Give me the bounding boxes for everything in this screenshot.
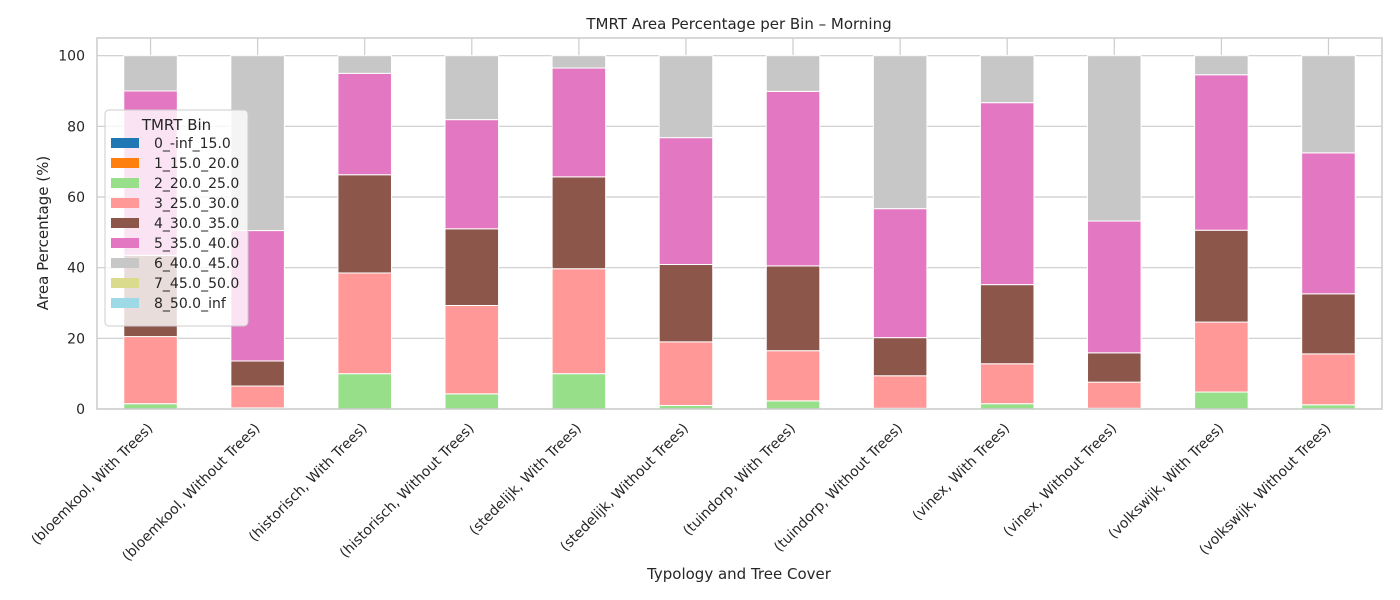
bar-segment — [551, 176, 607, 270]
legend-swatch — [111, 298, 139, 308]
bar-segment — [1194, 229, 1249, 323]
bar-segment — [230, 385, 285, 409]
y-axis-title: Area Percentage (%) — [34, 156, 52, 310]
bar-segment — [444, 119, 500, 230]
bar-segment — [1194, 321, 1249, 393]
legend-entry: 6_40.0_45.0 — [154, 256, 239, 272]
bar-segment — [230, 360, 285, 387]
bar-segment — [872, 337, 928, 377]
bar-segment — [765, 350, 821, 402]
bar-segment — [1194, 55, 1249, 76]
bar-segment — [765, 400, 821, 410]
bar-segment — [872, 375, 928, 409]
bar-segment — [658, 341, 714, 406]
legend-box — [104, 109, 249, 327]
bar-segment — [1087, 352, 1142, 383]
legend-swatch — [111, 218, 139, 228]
y-tick-label: 40 — [67, 261, 85, 277]
bar-segment — [872, 55, 928, 210]
bar-segment — [1087, 220, 1142, 354]
bar-segment — [337, 72, 392, 176]
legend-entry: 8_50.0_inf — [154, 296, 227, 312]
bar-segment — [765, 90, 821, 267]
bar-segment — [658, 55, 714, 139]
legend-swatch — [111, 278, 139, 288]
legend-swatch — [111, 178, 139, 188]
legend-swatch — [111, 198, 139, 208]
bar-segment — [123, 403, 178, 410]
y-tick-label: 0 — [76, 402, 85, 418]
bar-segment — [337, 174, 392, 274]
legend-entry: 5_35.0_40.0 — [154, 236, 239, 252]
legend-swatch — [111, 238, 139, 248]
bar-segment — [551, 373, 607, 410]
legend-entry: 7_45.0_50.0 — [154, 276, 239, 292]
bar-segment — [551, 55, 607, 69]
bar-segment — [1087, 381, 1142, 409]
bar-segment — [123, 336, 178, 405]
bar-segment — [337, 373, 392, 410]
bar-segment — [1301, 152, 1356, 295]
legend-entry: 4_30.0_35.0 — [154, 216, 239, 232]
bar-segment — [123, 55, 178, 92]
bar-segment — [872, 208, 928, 339]
legend-entry: 3_25.0_30.0 — [154, 196, 239, 212]
bar-segment — [979, 55, 1035, 104]
bar-segment — [979, 363, 1035, 405]
legend-title: TMRT Bin — [141, 116, 211, 134]
legend-swatch — [111, 138, 139, 148]
legend-swatch — [111, 158, 139, 168]
chart-title: TMRT Area Percentage per Bin – Morning — [585, 15, 891, 33]
y-tick-label: 100 — [58, 49, 85, 65]
bar-segment — [551, 67, 607, 178]
bar-segment — [444, 393, 500, 410]
bar-segment — [765, 55, 821, 92]
y-tick-label: 80 — [67, 119, 85, 135]
legend-entry: 0_-inf_15.0 — [154, 136, 231, 152]
plot-background — [97, 38, 1382, 409]
bar-segment — [979, 403, 1035, 410]
y-tick-label: 20 — [67, 331, 85, 347]
legend-swatch — [111, 258, 139, 268]
x-axis-title: Typology and Tree Cover — [646, 565, 832, 583]
bar-segment — [444, 304, 500, 395]
bar-segment — [1194, 74, 1249, 231]
bar-segment — [765, 265, 821, 352]
bar-segment — [658, 263, 714, 343]
y-tick-label: 60 — [67, 190, 85, 206]
bar-segment — [444, 228, 500, 306]
bar-segment — [337, 55, 392, 74]
bar-segment — [1301, 55, 1356, 154]
plot-border — [96, 37, 1383, 410]
bar-segment — [444, 55, 500, 121]
bar-segment — [337, 272, 392, 375]
legend-entry: 1_15.0_20.0 — [154, 156, 239, 172]
bar-segment — [1087, 55, 1142, 222]
legend-entry: 2_20.0_25.0 — [154, 176, 239, 192]
bar-segment — [1301, 293, 1356, 355]
bar-segment — [658, 137, 714, 265]
bar-segment — [979, 102, 1035, 286]
bar-segment — [979, 284, 1035, 365]
bar-segment — [1301, 353, 1356, 406]
bar-segment — [1194, 391, 1249, 410]
bar-segment — [551, 268, 607, 375]
